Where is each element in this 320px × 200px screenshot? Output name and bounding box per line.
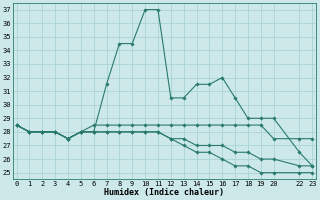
X-axis label: Humidex (Indice chaleur): Humidex (Indice chaleur)	[104, 188, 224, 197]
